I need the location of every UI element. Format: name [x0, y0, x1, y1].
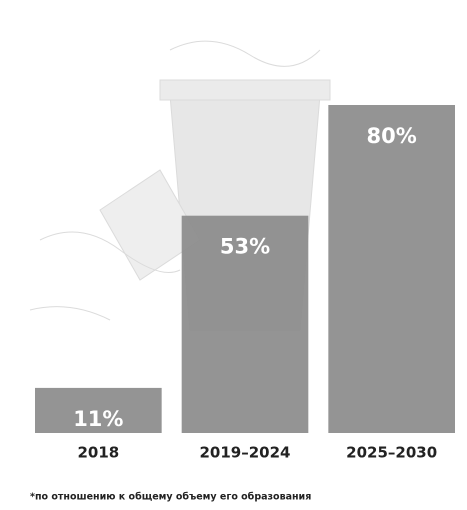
footnote: *по отношению к общему объему его образо…: [30, 492, 311, 503]
value-label: 11%: [73, 407, 123, 431]
value-label: 80%: [367, 124, 417, 148]
x-tick-label: 2018: [77, 444, 119, 462]
value-label: 53%: [220, 235, 270, 259]
x-tick-label: 2025–2030: [346, 444, 437, 462]
chart: *по отношению к общему объему его образо…: [0, 0, 467, 510]
x-tick-label: 2019–2024: [200, 444, 291, 462]
bar: [328, 105, 455, 433]
